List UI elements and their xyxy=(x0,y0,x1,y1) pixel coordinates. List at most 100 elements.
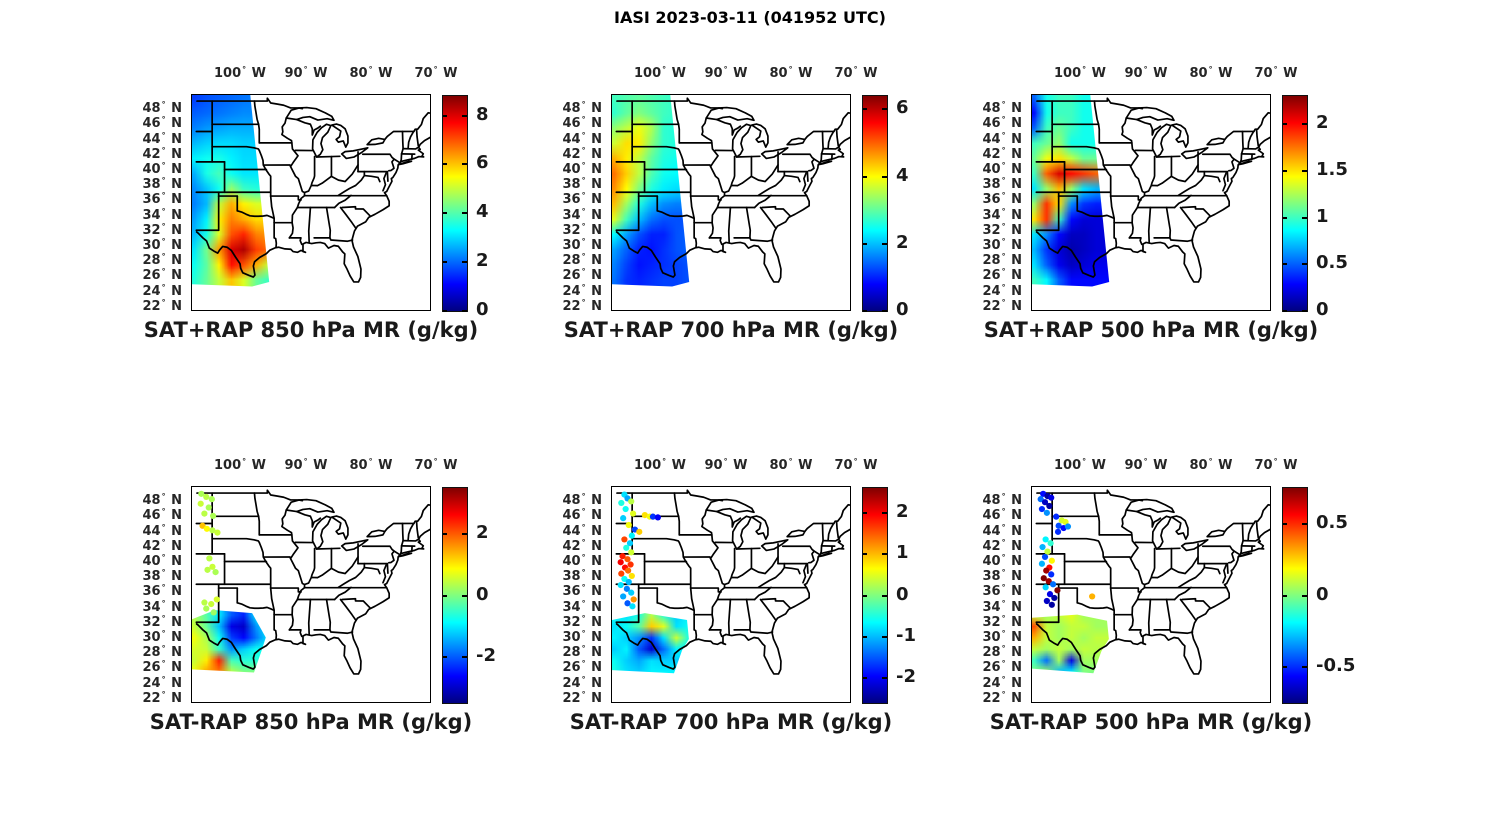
lat-tick-label: 34° N xyxy=(562,598,602,615)
degree-symbol: ° xyxy=(161,297,166,307)
lat-tick-label: 48° N xyxy=(982,492,1022,509)
degree-symbol: ° xyxy=(581,659,586,669)
degree-symbol: ° xyxy=(1001,674,1006,684)
degree-symbol: ° xyxy=(161,568,166,578)
lat-tick-label: 46° N xyxy=(562,507,602,524)
lon-tick-label: 80° W xyxy=(1189,457,1233,473)
lon-tick-label: 80° W xyxy=(769,65,813,81)
colorbar-tick xyxy=(462,594,467,597)
lat-tick-label: 22° N xyxy=(142,689,182,706)
degree-symbol: ° xyxy=(1273,457,1278,466)
degree-symbol: ° xyxy=(1001,130,1006,140)
degree-symbol: ° xyxy=(161,598,166,608)
colorbar-tick xyxy=(1283,666,1287,669)
lat-tick-label: 44° N xyxy=(142,130,182,147)
lat-tick-label: 48° N xyxy=(142,492,182,509)
colorbar-tick xyxy=(1302,123,1307,126)
lon-tick-label: 100° W xyxy=(1053,457,1107,473)
map-canvas-sat-plus-rap-700 xyxy=(611,94,851,311)
lon-tick-label: 70° W xyxy=(834,457,878,473)
degree-symbol: ° xyxy=(161,221,166,231)
degree-symbol: ° xyxy=(581,598,586,608)
colorbar-tick-label: -0.5 xyxy=(1316,655,1356,677)
colorbar-tick-label: 1 xyxy=(896,542,909,564)
degree-symbol: ° xyxy=(161,100,166,110)
degree-symbol: ° xyxy=(1001,659,1006,669)
degree-symbol: ° xyxy=(581,176,586,186)
degree-symbol: ° xyxy=(1273,65,1278,74)
lat-tick-label: 40° N xyxy=(142,552,182,569)
colorbar-tick-label: -2 xyxy=(476,644,496,666)
degree-symbol: ° xyxy=(1001,644,1006,654)
degree-symbol: ° xyxy=(581,674,586,684)
lat-tick-label: 32° N xyxy=(982,613,1022,630)
colorbar-tick-label: 6 xyxy=(896,97,909,119)
colorbar-tick xyxy=(1283,216,1287,219)
lat-tick-label: 42° N xyxy=(982,145,1022,162)
lat-tick-label: 40° N xyxy=(982,160,1022,177)
map-canvas-sat-minus-rap-850 xyxy=(191,486,431,703)
degree-symbol: ° xyxy=(433,457,438,466)
degree-symbol: ° xyxy=(581,145,586,155)
colorbar-tick xyxy=(1302,522,1307,525)
degree-symbol: ° xyxy=(581,507,586,517)
degree-symbol: ° xyxy=(581,644,586,654)
lat-tick-label: 22° N xyxy=(982,689,1022,706)
lat-tick-label: 38° N xyxy=(562,568,602,585)
colorbar-tick xyxy=(1283,522,1287,525)
colorbar-tick xyxy=(443,114,447,117)
degree-symbol: ° xyxy=(1143,65,1148,74)
degree-symbol: ° xyxy=(788,65,793,74)
degree-symbol: ° xyxy=(662,457,667,466)
degree-symbol: ° xyxy=(581,221,586,231)
colorbar-tick-label: -1 xyxy=(896,624,916,646)
degree-symbol: ° xyxy=(1082,65,1087,74)
degree-symbol: ° xyxy=(853,65,858,74)
degree-symbol: ° xyxy=(161,191,166,201)
colorbar-tick-label: 0 xyxy=(476,583,489,605)
colorbar-tick-label: 2 xyxy=(896,231,909,253)
degree-symbol: ° xyxy=(161,613,166,623)
degree-symbol: ° xyxy=(662,65,667,74)
colorbar-tick xyxy=(1302,263,1307,266)
lat-tick-label: 46° N xyxy=(982,507,1022,524)
colorbar-tick-label: 0 xyxy=(896,299,909,320)
lon-tick-label: 70° W xyxy=(1254,65,1298,81)
degree-symbol: ° xyxy=(581,628,586,638)
colorbar-tick xyxy=(882,594,887,597)
lat-tick-label: 28° N xyxy=(982,252,1022,269)
colorbar-tick-label: 0 xyxy=(1316,299,1329,320)
colorbar-tick xyxy=(443,594,447,597)
degree-symbol: ° xyxy=(581,492,586,502)
degree-symbol: ° xyxy=(1001,522,1006,532)
colorbar-tick xyxy=(882,175,887,178)
degree-symbol: ° xyxy=(242,65,247,74)
lat-tick-label: 30° N xyxy=(562,236,602,253)
colorbar-tick xyxy=(443,655,447,658)
lat-tick-label: 48° N xyxy=(562,100,602,117)
lat-tick-label: 46° N xyxy=(142,507,182,524)
map-canvas-sat-minus-rap-700 xyxy=(611,486,851,703)
degree-symbol: ° xyxy=(581,522,586,532)
lat-tick-label: 38° N xyxy=(562,176,602,193)
lat-tick-label: 30° N xyxy=(562,628,602,645)
lat-tick-label: 36° N xyxy=(982,583,1022,600)
degree-symbol: ° xyxy=(368,65,373,74)
degree-symbol: ° xyxy=(1001,583,1006,593)
lon-tick-label: 80° W xyxy=(349,65,393,81)
colorbar-tick xyxy=(1302,216,1307,219)
lat-tick-label: 24° N xyxy=(982,674,1022,691)
map-canvas-sat-plus-rap-850 xyxy=(191,94,431,311)
lon-tick-label: 70° W xyxy=(414,457,458,473)
lat-tick-label: 28° N xyxy=(982,644,1022,661)
lon-tick-label: 90° W xyxy=(284,65,328,81)
degree-symbol: ° xyxy=(1001,282,1006,292)
degree-symbol: ° xyxy=(161,130,166,140)
degree-symbol: ° xyxy=(1001,160,1006,170)
lat-tick-label: 24° N xyxy=(982,282,1022,299)
lon-tick-label: 100° W xyxy=(633,457,687,473)
lat-tick-label: 34° N xyxy=(982,598,1022,615)
degree-symbol: ° xyxy=(433,65,438,74)
degree-symbol: ° xyxy=(1001,206,1006,216)
degree-symbol: ° xyxy=(161,522,166,532)
